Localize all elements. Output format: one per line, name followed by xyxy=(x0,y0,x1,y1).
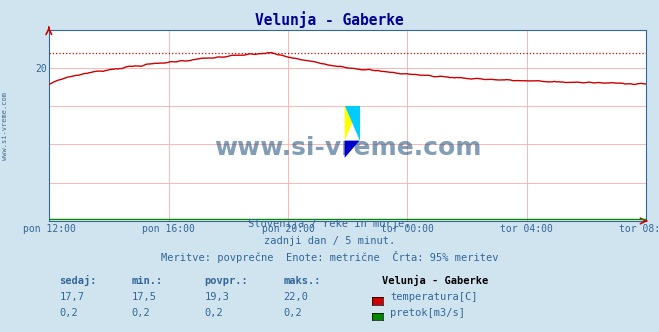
Text: Velunja - Gaberke: Velunja - Gaberke xyxy=(255,12,404,29)
Text: pretok[m3/s]: pretok[m3/s] xyxy=(390,308,465,318)
Text: 17,5: 17,5 xyxy=(132,292,157,302)
Text: 19,3: 19,3 xyxy=(204,292,229,302)
Text: 22,0: 22,0 xyxy=(283,292,308,302)
Polygon shape xyxy=(345,141,360,158)
Text: Slovenija / reke in morje.: Slovenija / reke in morje. xyxy=(248,219,411,229)
Text: temperatura[C]: temperatura[C] xyxy=(390,292,478,302)
Text: Meritve: povprečne  Enote: metrične  Črta: 95% meritev: Meritve: povprečne Enote: metrične Črta:… xyxy=(161,251,498,263)
Text: 0,2: 0,2 xyxy=(283,308,302,318)
Text: www.si-vreme.com: www.si-vreme.com xyxy=(2,92,9,160)
Text: 0,2: 0,2 xyxy=(59,308,78,318)
Text: 17,7: 17,7 xyxy=(59,292,84,302)
Text: www.si-vreme.com: www.si-vreme.com xyxy=(214,136,481,160)
Text: zadnji dan / 5 minut.: zadnji dan / 5 minut. xyxy=(264,236,395,246)
Polygon shape xyxy=(345,106,360,141)
Text: maks.:: maks.: xyxy=(283,276,321,286)
Text: min.:: min.: xyxy=(132,276,163,286)
Text: sedaj:: sedaj: xyxy=(59,275,97,286)
Text: 0,2: 0,2 xyxy=(204,308,223,318)
Polygon shape xyxy=(345,106,360,141)
Text: Velunja - Gaberke: Velunja - Gaberke xyxy=(382,275,488,286)
Text: 0,2: 0,2 xyxy=(132,308,150,318)
Text: povpr.:: povpr.: xyxy=(204,276,248,286)
